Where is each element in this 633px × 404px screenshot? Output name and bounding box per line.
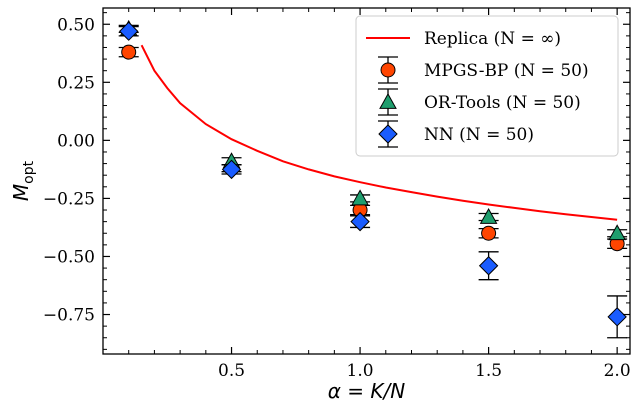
point-diamond	[221, 159, 242, 180]
point-diamond	[119, 21, 139, 41]
y-tick-label: −0.75	[43, 306, 95, 326]
point-triangle	[351, 189, 369, 206]
legend-label: MPGS-BP (N = 50)	[424, 61, 589, 81]
x-axis-label: α = K/N	[328, 379, 406, 403]
y-tick-label: −0.50	[43, 247, 95, 267]
y-tick-label: 0.00	[57, 131, 95, 151]
legend-box	[355, 15, 619, 157]
axis-ticks: 0.5 1.0 1.5 2.0 0.50 0.25 0.00 −0.25 −0.50 −0.75	[43, 8, 631, 381]
point-triangle	[608, 224, 626, 241]
plot-marks	[118, 19, 628, 339]
legend-marker-triangle	[379, 92, 397, 109]
series-line-replica	[140, 44, 618, 221]
legend-marker-circle	[380, 62, 396, 78]
y-axis-label: Mopt	[9, 160, 37, 201]
point-diamond	[478, 256, 499, 276]
x-tick-label: 1.5	[475, 361, 502, 381]
series-diamond	[118, 21, 628, 339]
y-tick-label: −0.25	[43, 189, 95, 209]
legend-marker-diamond	[378, 124, 398, 144]
legend: Replica (N = ∞) MPGS-BP (N = 50) OR-Tools …	[355, 15, 619, 157]
legend-label: Replica (N = ∞)	[424, 29, 561, 49]
y-label-main: M	[9, 184, 33, 201]
x-tick-label: 0.5	[218, 361, 245, 381]
y-label-sub: opt	[21, 160, 37, 183]
point-circle	[481, 225, 497, 241]
y-tick-label: 0.25	[57, 73, 95, 93]
x-tick-label: 2.0	[604, 361, 631, 381]
legend-label: OR-Tools (N = 50)	[424, 93, 581, 113]
point-diamond	[607, 307, 627, 327]
point-diamond	[350, 211, 370, 232]
plot-frame	[102, 7, 631, 355]
point-circle	[121, 44, 137, 60]
legend-label: NN (N = 50)	[424, 125, 534, 145]
y-tick-label: 0.50	[57, 15, 95, 35]
point-triangle	[479, 207, 498, 224]
x-tick-label: 1.0	[347, 361, 374, 381]
